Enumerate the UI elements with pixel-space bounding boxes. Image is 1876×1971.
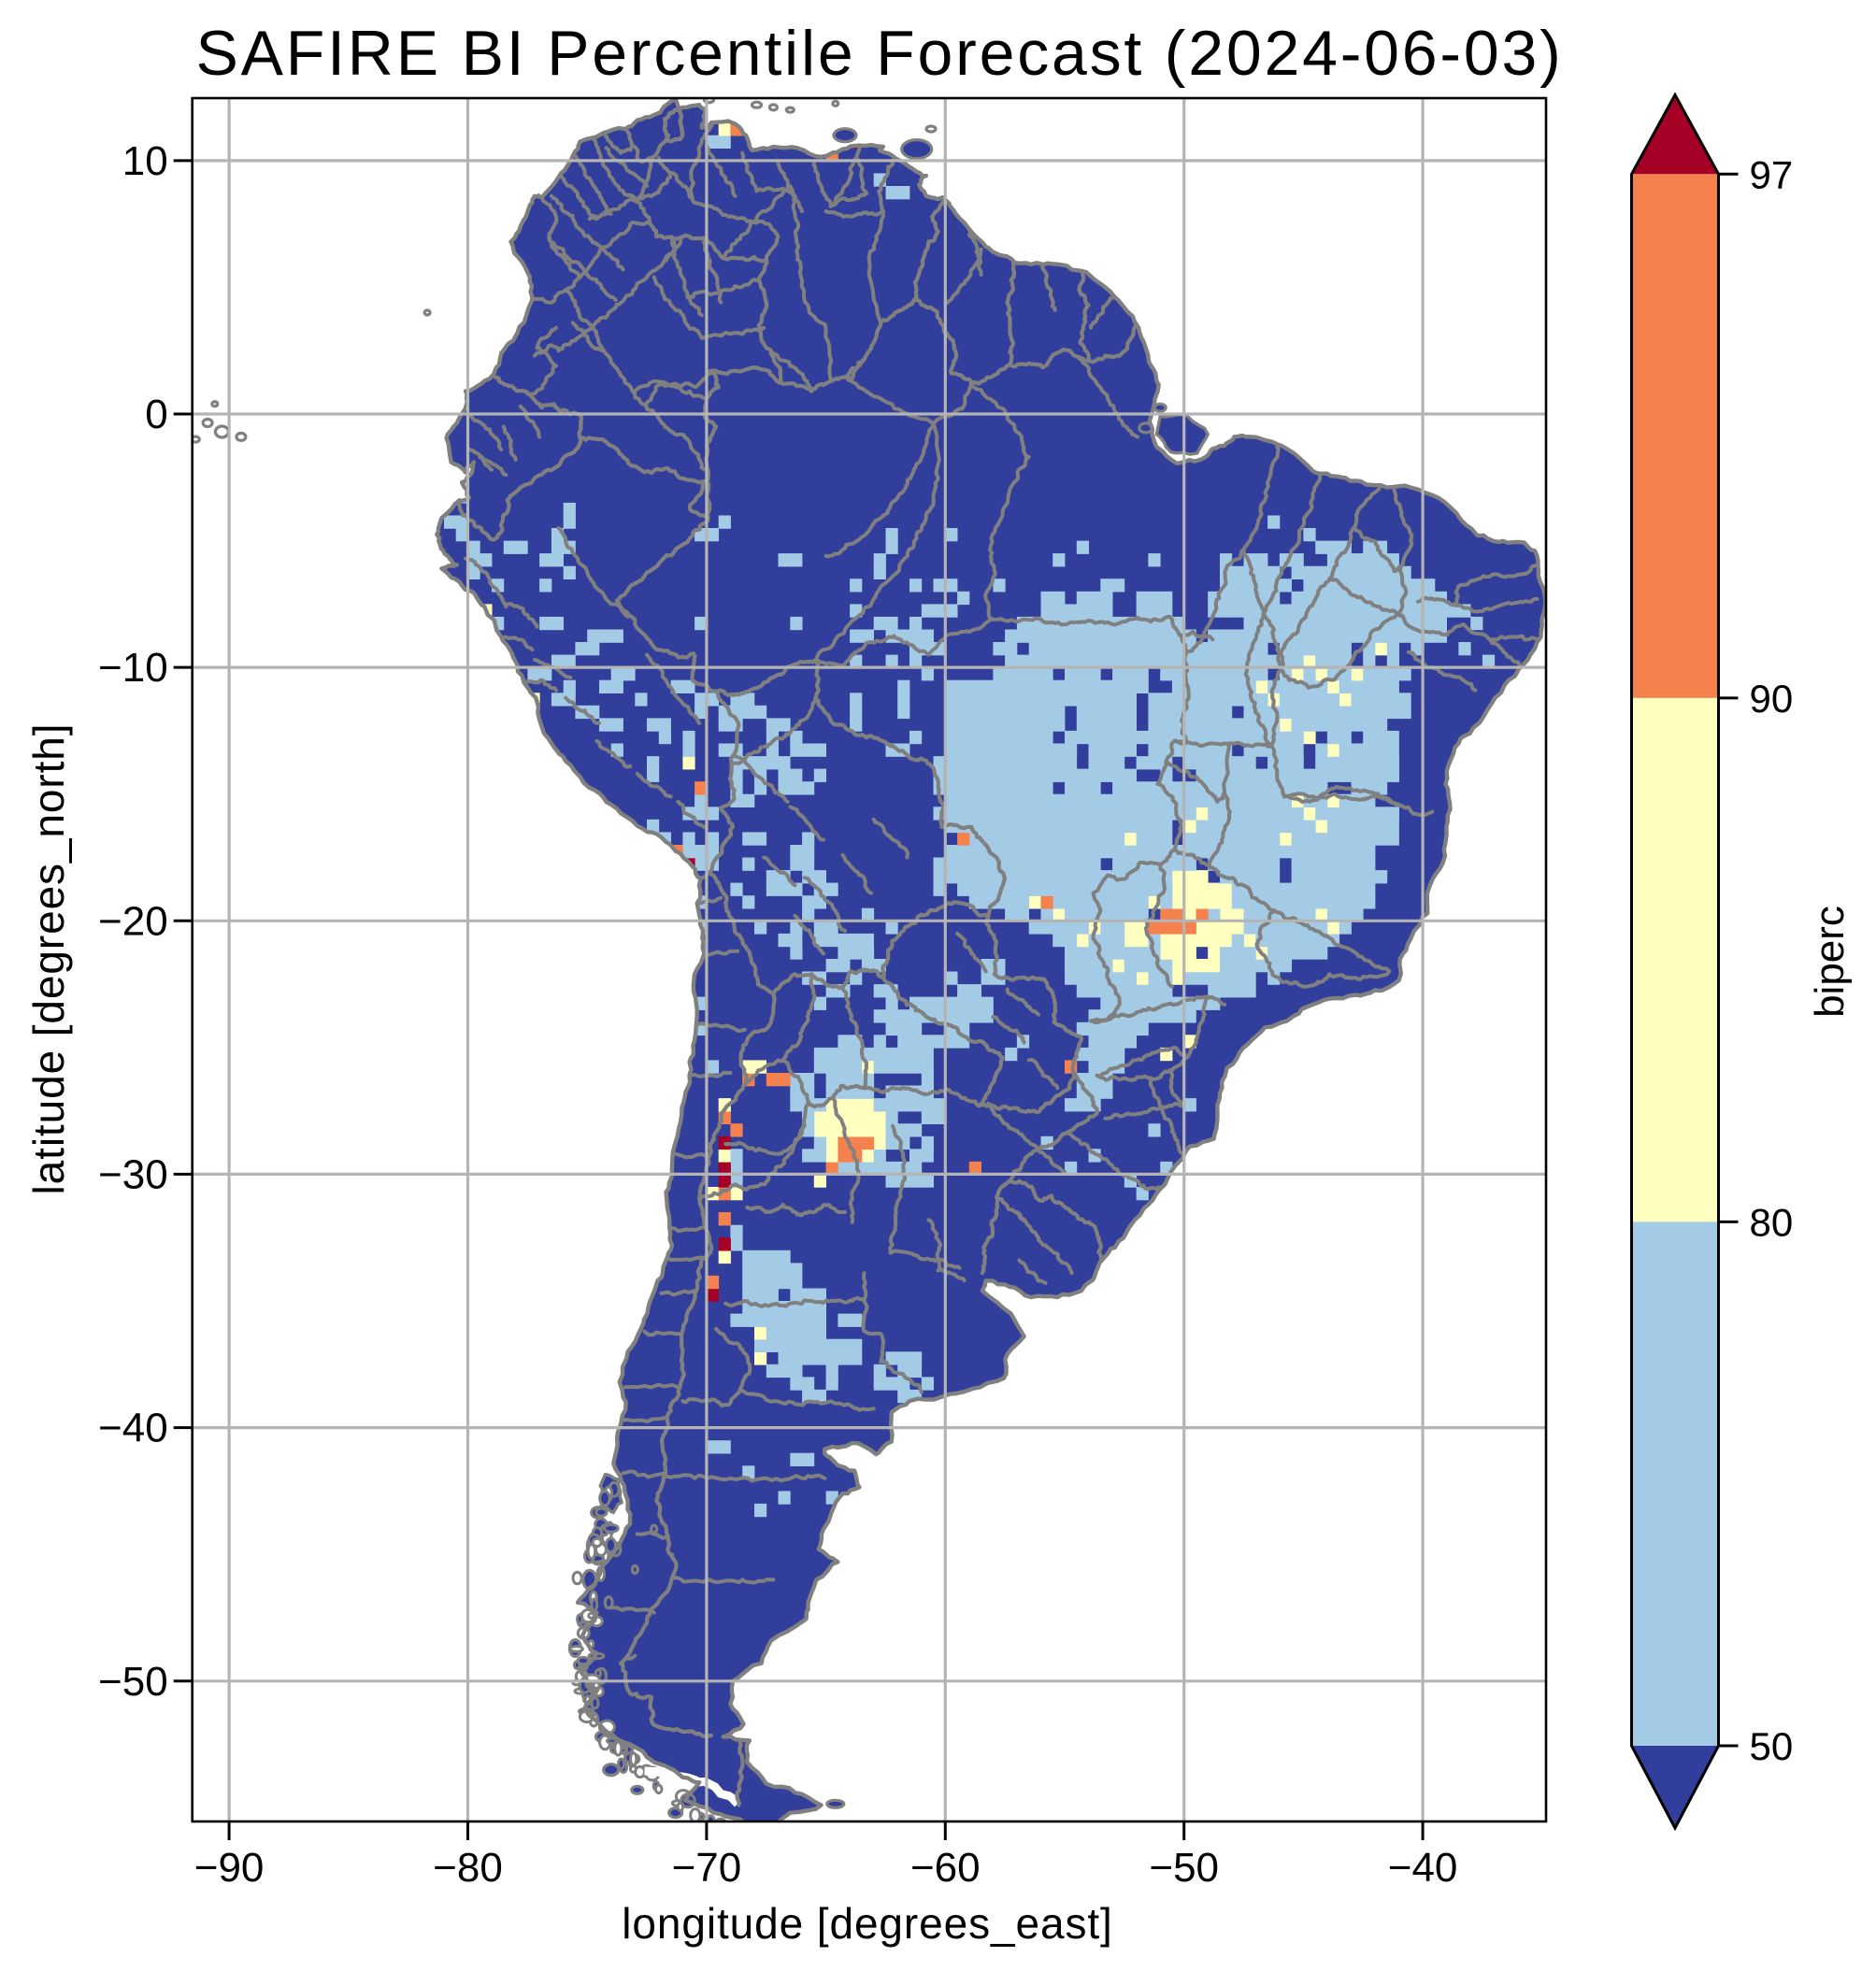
svg-text:−90: −90 — [194, 1845, 265, 1891]
svg-text:97: 97 — [1750, 152, 1794, 196]
svg-text:−30: −30 — [98, 1151, 168, 1197]
svg-text:longitude [degrees_east]: longitude [degrees_east] — [622, 1899, 1112, 1948]
svg-text:SAFIRE BI Percentile Forecast: SAFIRE BI Percentile Forecast (2024-06-0… — [195, 18, 1563, 89]
svg-text:0: 0 — [145, 392, 167, 437]
svg-text:−20: −20 — [98, 898, 168, 944]
svg-text:−40: −40 — [1388, 1845, 1458, 1891]
svg-text:−40: −40 — [98, 1406, 168, 1451]
svg-text:10: 10 — [122, 138, 168, 184]
svg-text:−50: −50 — [1149, 1845, 1219, 1891]
svg-text:latitude [degrees_north]: latitude [degrees_north] — [24, 723, 73, 1195]
svg-text:−10: −10 — [98, 645, 168, 691]
svg-text:90: 90 — [1750, 677, 1794, 721]
svg-text:biperc: biperc — [1807, 906, 1853, 1018]
svg-text:50: 50 — [1750, 1724, 1794, 1768]
svg-text:−80: −80 — [433, 1845, 503, 1891]
svg-text:80: 80 — [1750, 1200, 1794, 1244]
svg-text:−50: −50 — [98, 1659, 168, 1705]
svg-text:−70: −70 — [672, 1845, 742, 1891]
svg-text:−60: −60 — [910, 1845, 981, 1891]
